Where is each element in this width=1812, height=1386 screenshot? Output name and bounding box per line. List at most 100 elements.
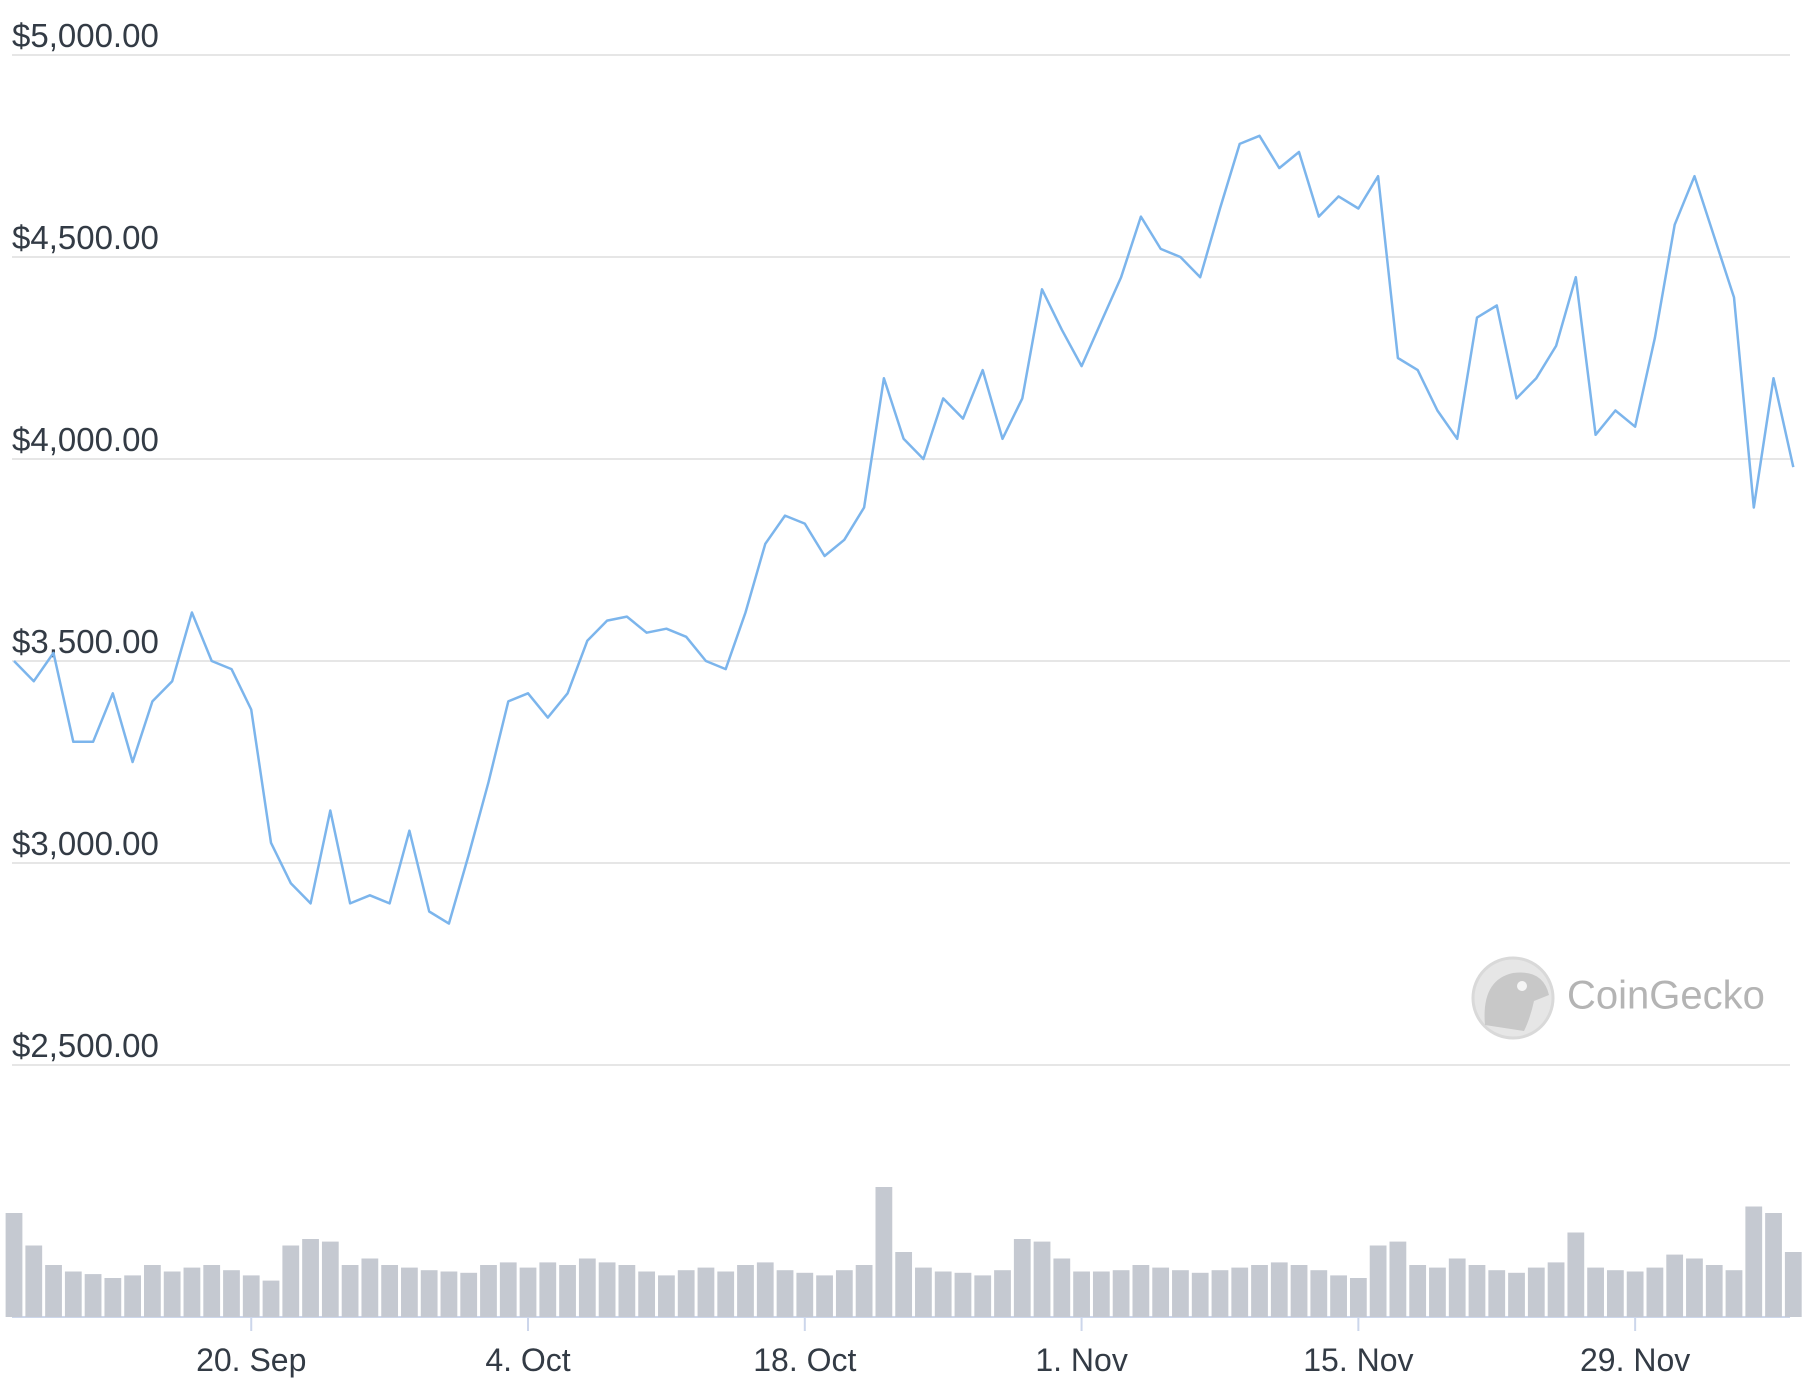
volume-bar	[1705, 1265, 1723, 1317]
volume-bar	[697, 1267, 715, 1317]
volume-bar	[104, 1278, 122, 1317]
volume-bar	[203, 1265, 221, 1317]
volume-bar	[1508, 1272, 1525, 1317]
volume-bar	[1527, 1267, 1545, 1317]
volume-bar	[1251, 1265, 1268, 1317]
volume-bar	[401, 1267, 418, 1317]
watermark: CoinGecko	[1567, 974, 1765, 1018]
volume-bar	[974, 1275, 992, 1317]
volume-bar	[341, 1265, 359, 1317]
volume-bar	[737, 1265, 754, 1317]
volume-bar	[420, 1270, 438, 1317]
volume-bar	[1409, 1265, 1427, 1317]
volume-bar	[1606, 1270, 1624, 1317]
volume-bar	[124, 1275, 142, 1317]
volume-bar	[855, 1265, 873, 1317]
volume-bar	[1231, 1267, 1249, 1317]
x-tick-label: 15. Nov	[1303, 1342, 1413, 1378]
volume-bar	[578, 1258, 596, 1317]
volume-bar	[1152, 1267, 1170, 1317]
volume-bar	[1112, 1270, 1130, 1317]
volume-bar	[1626, 1271, 1644, 1317]
volume-bar	[598, 1262, 616, 1317]
volume-bar	[1784, 1252, 1802, 1317]
y-tick-label: $4,500.00	[12, 219, 159, 256]
volume-bar	[480, 1265, 497, 1317]
volume-bar	[1092, 1271, 1110, 1317]
volume-bar	[1448, 1258, 1466, 1317]
volume-bar	[5, 1213, 23, 1317]
volume-bar	[1349, 1278, 1367, 1317]
volume-bar	[519, 1267, 537, 1317]
volume-bar	[717, 1271, 735, 1317]
volume-bar	[776, 1270, 794, 1317]
volume-bar	[1290, 1265, 1308, 1317]
volume-bar	[1369, 1245, 1387, 1317]
volume-bar	[1429, 1267, 1446, 1317]
volume-bar	[638, 1271, 656, 1317]
volume-bar	[302, 1239, 319, 1317]
y-tick-label: $3,500.00	[12, 623, 159, 660]
y-tick-label: $5,000.00	[12, 17, 159, 54]
volume-bar	[954, 1272, 972, 1317]
volume-bar	[875, 1187, 893, 1317]
volume-bar	[144, 1265, 161, 1317]
volume-bar	[1587, 1267, 1604, 1317]
volume-bar	[84, 1274, 102, 1317]
volume-bar	[1745, 1206, 1763, 1317]
x-tick-label: 29. Nov	[1580, 1342, 1690, 1378]
y-tick-label: $3,000.00	[12, 825, 159, 862]
x-tick-label: 18. Oct	[753, 1342, 856, 1378]
volume-bar	[1310, 1270, 1328, 1317]
y-tick-label: $2,500.00	[12, 1027, 159, 1064]
volume-bar	[658, 1275, 675, 1317]
volume-bar	[1013, 1239, 1031, 1317]
volume-bar	[559, 1265, 576, 1317]
volume-bar	[163, 1271, 181, 1317]
x-tick-label: 4. Oct	[485, 1342, 570, 1378]
volume-bar	[934, 1271, 952, 1317]
volume-bar	[816, 1275, 833, 1317]
plot: $2,500.00 $3,000.00 $3,500.00 $4,000.00 $4,5…	[5, 17, 1802, 1378]
volume-bar	[1725, 1270, 1743, 1317]
volume-bar	[895, 1252, 913, 1317]
price-line	[13, 134, 1795, 925]
volume-bar	[835, 1270, 853, 1317]
volume-bar	[1567, 1232, 1585, 1317]
volume-bar	[223, 1270, 240, 1317]
volume-bar	[45, 1265, 62, 1317]
volume-bar	[618, 1265, 636, 1317]
y-tick-label: $4,000.00	[12, 421, 159, 458]
volume-bar	[1666, 1254, 1684, 1317]
volume-bar	[1646, 1267, 1664, 1317]
volume-bar	[1488, 1270, 1506, 1317]
volume-bar	[1033, 1241, 1051, 1317]
volume-bar	[321, 1241, 339, 1317]
volume-bar	[361, 1258, 379, 1317]
volume-bar	[677, 1270, 695, 1317]
volume-bar	[25, 1245, 43, 1317]
volume-bar	[1053, 1258, 1071, 1317]
volume-bar	[1686, 1258, 1703, 1317]
volume-bar	[262, 1280, 280, 1317]
volume-bar	[994, 1270, 1011, 1317]
x-tick-label: 20. Sep	[196, 1342, 306, 1378]
volume-bar	[539, 1262, 557, 1317]
volume-bar	[1547, 1262, 1565, 1317]
volume-bar	[440, 1271, 458, 1317]
volume-bar	[64, 1271, 82, 1317]
volume-bar	[499, 1262, 517, 1317]
x-tick-label: 1. Nov	[1035, 1342, 1127, 1378]
volume-bar	[183, 1267, 201, 1317]
volume-bar	[915, 1267, 932, 1317]
volume-bar	[1765, 1213, 1782, 1317]
volume-bar	[1132, 1265, 1150, 1317]
watermark-logo	[1471, 956, 1555, 1040]
volume-bar	[796, 1272, 814, 1317]
volume-bar	[1191, 1272, 1209, 1317]
volume-bar	[1073, 1271, 1090, 1317]
volume-bar	[1172, 1270, 1189, 1317]
volume-bar	[756, 1262, 774, 1317]
volume-bar	[1389, 1241, 1407, 1317]
